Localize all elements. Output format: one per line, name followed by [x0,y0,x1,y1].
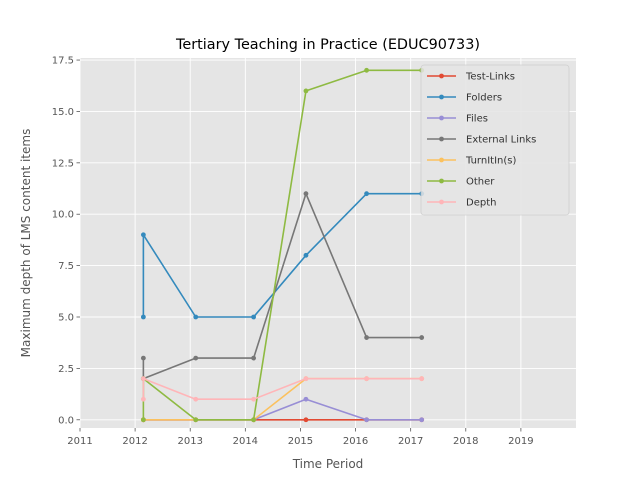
data-point [364,417,369,423]
legend-marker [439,199,444,205]
legend-box [420,64,570,216]
y-tick-label: 10.0 [52,210,74,221]
data-point [140,355,146,361]
x-tick-label: 2012 [122,436,147,447]
y-tick-label: 15.0 [52,107,74,118]
chart-title: Tertiary Teaching in Practice (EDUC90733… [175,37,480,53]
x-tick-label: 2011 [67,436,92,447]
data-point [193,396,199,402]
y-tick-label: 5.0 [58,313,74,324]
x-tick-label: 2018 [453,436,478,447]
data-point [419,417,425,423]
series-layer [140,67,425,423]
data-point [303,376,309,382]
data-point [364,376,369,382]
series-depth [140,376,425,402]
y-axis-ticks: 0.0 2.5 5.0 7.5 10.0 12.5 15.0 17.5 [52,56,80,426]
data-point [419,335,425,340]
data-point [193,355,199,361]
x-tick-label: 2016 [343,436,368,447]
data-point [364,67,369,73]
x-tick-label: 2015 [288,436,313,447]
legend-label: External Links [466,135,536,146]
series-folders [140,191,425,320]
x-axis-title: Time Period [292,457,364,471]
data-point [364,191,369,197]
legend-marker [439,73,444,79]
y-tick-label: 0.0 [58,415,74,426]
data-point [140,314,146,320]
x-tick-label: 2013 [177,436,202,447]
legend-label: Files [466,114,488,125]
y-tick-label: 17.5 [52,56,74,67]
y-tick-label: 7.5 [58,261,74,272]
x-tick-label: 2014 [233,436,258,447]
data-point [140,417,146,423]
y-tick-label: 12.5 [52,158,74,169]
data-point [140,232,146,238]
legend-label: Depth [466,198,496,209]
data-point [251,355,256,361]
data-point [251,417,256,423]
x-axis-ticks: 2011 2012 2013 2014 2015 2016 2017 2018 2019 [67,428,534,447]
legend-label: Folders [466,93,502,104]
y-axis-title: Maximum depth of LMS content items [19,129,33,358]
data-point [303,88,309,94]
legend-marker [439,115,444,121]
data-point [364,335,369,340]
legend-marker [439,136,444,142]
data-point [303,191,309,197]
data-point [193,417,199,423]
legend-label: Test-Links [465,72,515,83]
legend-marker [439,157,444,163]
legend-label: Other [466,177,495,188]
legend-label: TurnItIn(s) [465,156,516,167]
data-point [140,376,146,382]
x-tick-label: 2017 [398,436,423,447]
data-point [140,396,146,402]
legend-marker [439,94,444,100]
data-point [303,252,309,258]
data-point [193,314,199,320]
data-point [251,396,256,402]
legend-marker [439,178,444,184]
data-point [303,396,309,402]
x-tick-label: 2019 [508,436,533,447]
data-point [303,417,309,423]
y-tick-label: 2.5 [58,364,74,375]
data-point [251,314,256,320]
legend: Test-Links Folders Files External Links Turn… [420,64,570,216]
data-point [419,376,425,382]
